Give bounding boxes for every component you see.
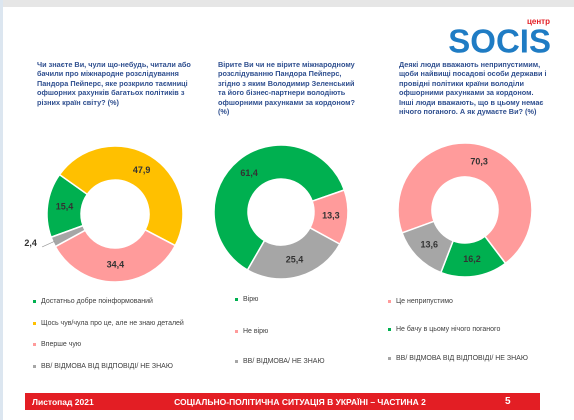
legend-label: Це неприпустимо	[396, 298, 453, 305]
footer-date: Листопад 2021	[32, 397, 94, 407]
legend-swatch	[388, 327, 391, 331]
legend-label: Щось чув/чула про це, але не знаю детале…	[41, 320, 184, 327]
legend-entry: Щось чув/чула про це, але не знаю детале…	[33, 320, 184, 327]
value-label: 15,4	[56, 202, 74, 212]
value-label: 34,4	[107, 259, 125, 269]
leader-line	[41, 240, 55, 248]
legend-label: Не вірю	[243, 328, 269, 335]
donut-segment	[54, 228, 177, 283]
legend-entry: Достатньо добре поінформований	[33, 298, 153, 305]
top-strip	[0, 0, 574, 7]
legend-swatch	[33, 321, 36, 325]
legend-label: Не бачу в цьому нічого поганого	[396, 326, 501, 333]
logo-top: центр	[527, 17, 550, 26]
logo-name: SOCIS	[448, 23, 551, 60]
question: Чи знаєте Ви, чули що-небудь, читали або…	[37, 60, 191, 107]
donut-segment	[58, 145, 184, 247]
left-strip	[0, 0, 3, 420]
legend-swatch	[235, 359, 238, 363]
legend-entry: Не бачу в цьому нічого поганого	[388, 326, 500, 333]
value-label: 47,9	[133, 165, 151, 175]
legend-swatch	[235, 329, 238, 333]
legend-label: ВВ/ ВІДМОВА ВІД ВІДПОВІДІ/ НЕ ЗНАЮ	[396, 355, 528, 362]
legend-label: ВВ/ ВІДМОВА/ НЕ ЗНАЮ	[243, 358, 325, 365]
donut-segment	[401, 220, 455, 274]
value-label: 2,4	[24, 238, 37, 248]
footer-bar	[25, 393, 540, 410]
donut-segment	[213, 144, 346, 272]
legend-entry: Не вірю	[235, 328, 268, 335]
legend-swatch	[33, 342, 36, 346]
question: Вірите Ви чи не вірите міжнародному розс…	[218, 60, 356, 117]
legend-swatch	[33, 364, 36, 368]
footer-title: СОЦІАЛЬНО-ПОЛІТИЧНА СИТУАЦІЯ В УКРАЇНІ –…	[174, 397, 426, 407]
legend-entry: ВВ/ ВІДМОВА ВІД ВІДПОВІДІ/ НЕ ЗНАЮ	[388, 355, 528, 362]
legend-swatch	[33, 299, 36, 303]
legend-entry: ВВ/ ВІДМОВА ВІД ВІДПОВІДІ/ НЕ ЗНАЮ	[33, 363, 173, 370]
footer-page: 5	[505, 396, 511, 407]
legend-entry: Це неприпустимо	[388, 298, 453, 305]
legend-swatch	[388, 356, 391, 360]
donut-segment	[246, 226, 341, 280]
value-label: 25,4	[286, 255, 304, 265]
legend-label: Вірю	[243, 296, 259, 303]
legend-swatch	[388, 299, 391, 303]
value-label: 61,4	[240, 168, 258, 178]
legend-label: Вперше чую	[41, 341, 82, 348]
legend-entry: ВВ/ ВІДМОВА/ НЕ ЗНАЮ	[235, 358, 325, 365]
legend-entry: Вірю	[235, 296, 258, 303]
legend-label: ВВ/ ВІДМОВА ВІД ВІДПОВІДІ/ НЕ ЗНАЮ	[41, 363, 173, 370]
legend-label: Достатньо добре поінформований	[41, 298, 153, 305]
donut-segment	[50, 224, 87, 248]
value-label: 70,3	[470, 156, 488, 166]
legend-swatch	[235, 297, 238, 301]
value-label: 13,6	[421, 239, 439, 249]
donut-segment	[397, 142, 533, 265]
question: Деякі люди вважають неприпустимим, щоби …	[399, 60, 547, 117]
value-label: 13,3	[322, 211, 340, 221]
legend-entry: Вперше чую	[33, 341, 81, 348]
value-label: 16,2	[463, 254, 481, 264]
